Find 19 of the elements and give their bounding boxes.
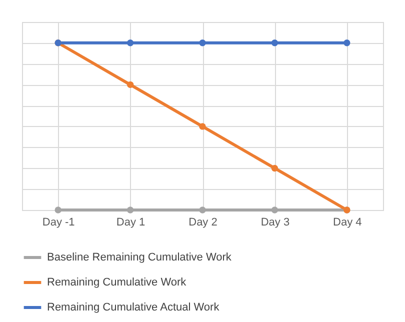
point [199, 206, 206, 214]
point [271, 40, 278, 46]
point [199, 123, 206, 130]
x-tick-label: Day 1 [116, 216, 146, 228]
point [126, 81, 134, 88]
legend-label: Remaining Cumulative Actual Work [47, 302, 220, 314]
legend-label: Remaining Cumulative Work [47, 276, 187, 288]
legend-label: Baseline Remaining Cumulative Work [47, 252, 232, 264]
point [126, 40, 134, 46]
point [271, 164, 278, 172]
point [126, 206, 134, 214]
point [199, 40, 206, 46]
x-tick-label: Day 3 [260, 216, 290, 228]
point [54, 206, 62, 214]
point [344, 40, 350, 46]
x-tick-label: Day -1 [42, 216, 75, 228]
x-tick-label: Day 4 [333, 216, 362, 228]
x-tick-label: Day 2 [188, 216, 218, 228]
point [271, 206, 278, 214]
